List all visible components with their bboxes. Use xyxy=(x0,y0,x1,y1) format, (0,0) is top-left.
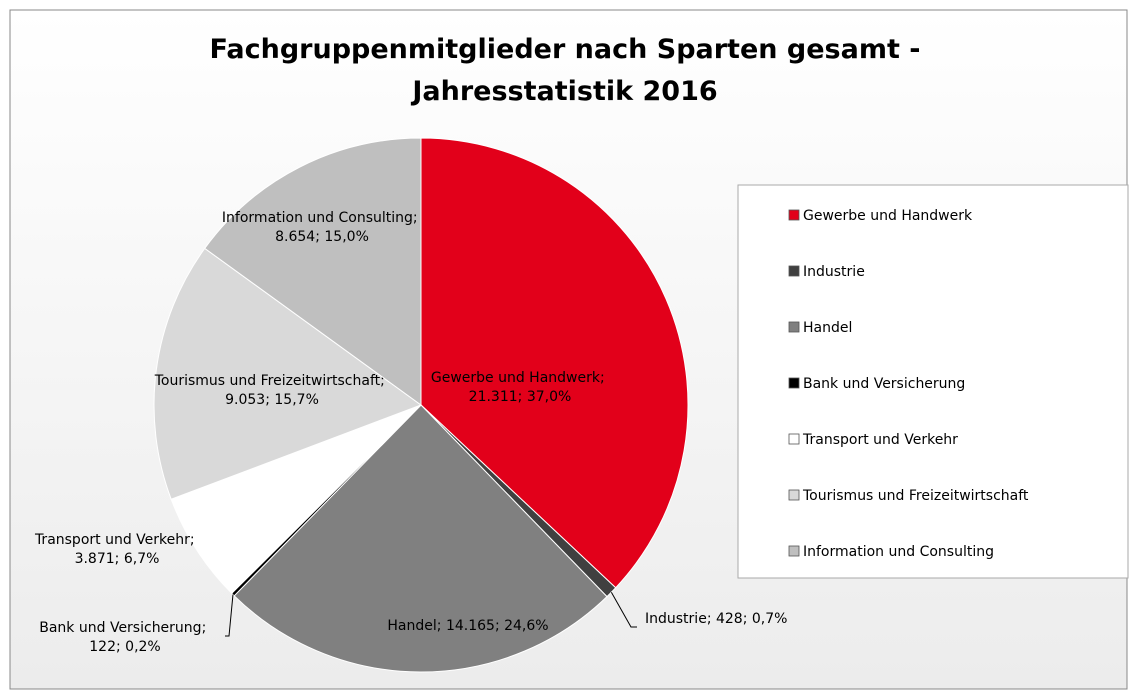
label-value: 14.165 xyxy=(446,618,495,634)
label-category: Gewerbe und Handwerk xyxy=(431,370,601,386)
label-separator: ; xyxy=(600,370,609,386)
data-label: Handel; 14.165; 24,6% xyxy=(387,618,548,634)
label-separator: ; xyxy=(190,532,199,548)
label-percent: 0,2% xyxy=(125,639,161,655)
legend-swatch xyxy=(788,321,800,333)
label-separator: ; xyxy=(413,210,422,226)
pie-slice xyxy=(170,404,422,595)
pie-slice xyxy=(233,404,608,673)
legend-label: Industrie xyxy=(803,264,865,280)
pie-slice xyxy=(153,247,423,500)
label-percent: 15,7% xyxy=(274,392,318,408)
leader-line xyxy=(225,594,234,637)
legend-swatch xyxy=(788,545,800,557)
legend-swatch xyxy=(788,489,800,501)
legend-swatch xyxy=(788,209,800,221)
label-separator: ; xyxy=(115,551,124,567)
pie-slice xyxy=(420,137,689,589)
legend-label: Transport und Verkehr xyxy=(802,432,958,448)
legend xyxy=(737,184,1129,579)
data-label: Tourismus und Freizeitwirtschaft; 9.053;… xyxy=(154,373,390,408)
label-separator: ; xyxy=(518,389,527,405)
label-separator: ; xyxy=(743,611,752,627)
chart-title: Fachgruppenmitglieder nach Sparten gesam… xyxy=(210,34,921,107)
label-percent: 6,7% xyxy=(124,551,160,567)
label-separator: ; xyxy=(116,639,125,655)
label-separator: ; xyxy=(202,620,211,636)
label-category: Bank und Versicherung xyxy=(39,620,201,636)
label-percent: 0,7% xyxy=(752,611,788,627)
label-value: 428 xyxy=(716,611,743,627)
label-value: 122 xyxy=(89,639,116,655)
data-label: Industrie; 428; 0,7% xyxy=(645,611,787,627)
label-value: 9.053 xyxy=(225,392,265,408)
label-value: 3.871 xyxy=(75,551,115,567)
label-separator: ; xyxy=(437,618,446,634)
label-value: 21.311 xyxy=(469,389,518,405)
label-separator: ; xyxy=(315,229,324,245)
label-category: Tourismus und Freizeitwirtschaft xyxy=(154,373,381,389)
title-line: Jahresstatistik 2016 xyxy=(410,76,717,107)
legend-label: Tourismus und Freizeitwirtschaft xyxy=(802,488,1029,504)
data-label: Bank und Versicherung; 122; 0,2% xyxy=(39,620,210,655)
legend-label: Bank und Versicherung xyxy=(803,376,965,392)
legend-label: Gewerbe und Handwerk xyxy=(803,208,973,224)
label-value: 8.654 xyxy=(275,229,315,245)
data-label: Transport und Verkehr; 3.871; 6,7% xyxy=(34,532,199,567)
label-percent: 15,0% xyxy=(324,229,368,245)
data-label: Gewerbe und Handwerk; 21.311; 37,0% xyxy=(431,370,609,405)
label-separator: ; xyxy=(707,611,716,627)
legend-label: Handel xyxy=(803,320,852,336)
label-separator: ; xyxy=(265,392,274,408)
data-label: Information und Consulting; 8.654; 15,0% xyxy=(222,210,422,245)
label-percent: 37,0% xyxy=(527,389,571,405)
label-separator: ; xyxy=(380,373,389,389)
title-line: Fachgruppenmitglieder nach Sparten gesam… xyxy=(210,34,921,65)
label-category: Information und Consulting xyxy=(222,210,413,226)
legend-swatch xyxy=(788,377,800,389)
leader-line xyxy=(610,591,637,628)
label-category: Industrie xyxy=(645,611,707,627)
label-category: Transport und Verkehr xyxy=(34,532,190,548)
pie-slice xyxy=(204,137,422,406)
legend-swatch xyxy=(788,265,800,277)
legend-swatch xyxy=(788,433,800,445)
label-percent: 24,6% xyxy=(504,618,548,634)
label-separator: ; xyxy=(495,618,504,634)
label-category: Handel xyxy=(387,618,436,634)
legend-label: Information und Consulting xyxy=(803,544,994,560)
